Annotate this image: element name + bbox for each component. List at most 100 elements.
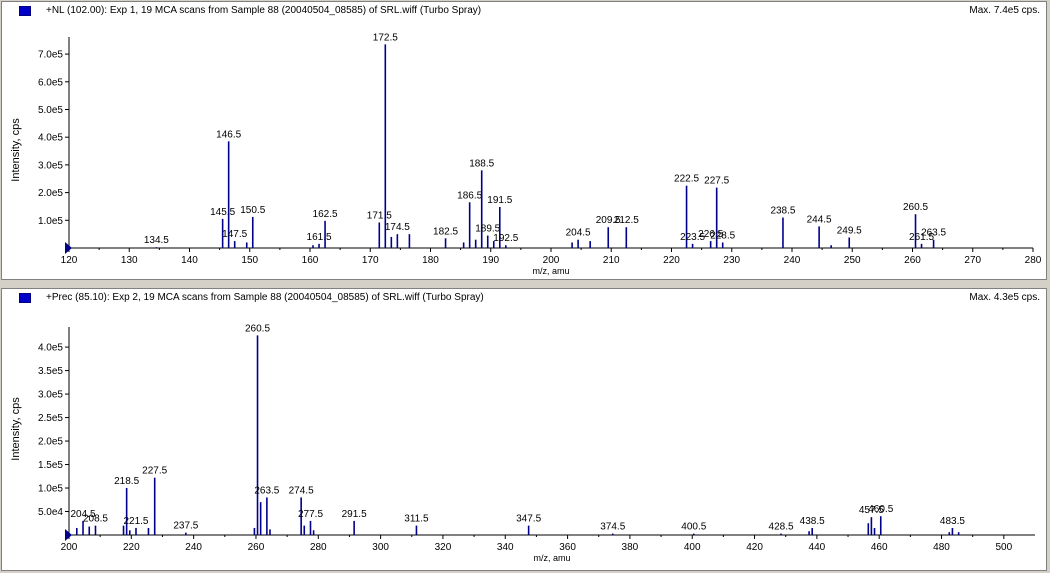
peak-label: 347.5 (516, 514, 541, 525)
peak-label: 150.5 (240, 205, 265, 216)
peak-label: 237.5 (173, 521, 198, 532)
y-tick-label: 3.0e5 (38, 160, 63, 171)
peak-label: 260.5 (903, 202, 928, 213)
peak-label: 249.5 (837, 225, 862, 236)
peak-label: 191.5 (487, 195, 512, 206)
x-axis-label: m/z, amu (532, 266, 569, 276)
peak-label: 134.5 (144, 235, 169, 246)
peak-label: 147.5 (222, 229, 247, 240)
x-tick-label: 170 (362, 255, 379, 266)
peak-label: 222.5 (674, 174, 699, 185)
peak-label: 192.5 (493, 233, 518, 244)
peak-label: 274.5 (289, 485, 314, 496)
y-tick-label: 2.0e5 (38, 437, 63, 448)
peak-label: 204.5 (566, 228, 591, 239)
x-tick-label: 360 (559, 542, 576, 553)
x-tick-label: 320 (435, 542, 452, 553)
x-tick-label: 280 (1025, 255, 1042, 266)
peak-label: 204.5 (71, 509, 96, 520)
peak-label: 311.5 (404, 514, 429, 525)
y-tick-label: 1.5e5 (38, 460, 63, 471)
peak-label: 221.5 (123, 516, 148, 527)
peak-label: 226.5 (698, 229, 723, 240)
peak-label: 260.5 (245, 323, 270, 334)
peak-label: 457.5 (859, 505, 884, 516)
peak-label: 227.5 (142, 466, 167, 477)
peak-label: 189.5 (475, 224, 500, 235)
y-tick-label: 7.0e5 (38, 50, 63, 61)
peak-label: 483.5 (940, 516, 965, 527)
x-tick-label: 500 (995, 542, 1012, 553)
max-intensity-label: Max. 7.4e5 cps. (969, 5, 1040, 16)
peak-label: 223.5 (680, 232, 705, 243)
x-tick-label: 460 (871, 542, 888, 553)
x-tick-label: 190 (482, 255, 499, 266)
peak-label: 188.5 (469, 158, 494, 169)
max-intensity-label: Max. 4.3e5 cps. (969, 292, 1040, 303)
x-tick-label: 140 (181, 255, 198, 266)
x-tick-label: 440 (809, 542, 826, 553)
baseline-marker (65, 242, 72, 254)
x-tick-label: 480 (933, 542, 950, 553)
x-tick-label: 270 (964, 255, 981, 266)
x-tick-label: 300 (372, 542, 389, 553)
peak-label: 374.5 (600, 522, 625, 533)
x-tick-label: 380 (622, 542, 639, 553)
y-tick-label: 1.0e5 (38, 484, 63, 495)
spectrum-plot-nl[interactable]: 120 130 140 150 160 170 180 190 200 210 220 230 240 2… (2, 2, 1046, 279)
x-axis-label: m/z, amu (533, 553, 570, 563)
peak-label: 162.5 (313, 209, 338, 220)
y-tick-label: 3.0e5 (38, 390, 63, 401)
peak-label: 186.5 (457, 190, 482, 201)
y-tick-label: 1.0e5 (38, 216, 63, 227)
peak-label: 263.5 (921, 228, 946, 239)
x-tick-label: 280 (310, 542, 327, 553)
x-tick-label: 200 (61, 542, 78, 553)
peak-label: 161.5 (307, 232, 332, 243)
x-tick-label: 220 (663, 255, 680, 266)
peak-label: 261.5 (909, 232, 934, 243)
peak-label: 428.5 (769, 522, 794, 533)
y-tick-label: 5.0e4 (38, 507, 63, 518)
peak-label: 228.5 (710, 230, 735, 241)
x-tick-label: 250 (844, 255, 861, 266)
peak-label: 438.5 (800, 516, 825, 527)
x-tick-label: 150 (241, 255, 258, 266)
y-tick-label: 5.0e5 (38, 105, 63, 116)
series-color-swatch (19, 293, 31, 303)
y-tick-label: 4.0e5 (38, 133, 63, 144)
x-tick-label: 400 (684, 542, 701, 553)
peak-label: 174.5 (385, 222, 410, 233)
peak-label: 460.5 (868, 504, 893, 515)
x-tick-label: 340 (497, 542, 514, 553)
peak-label: 227.5 (704, 176, 729, 187)
x-tick-label: 200 (543, 255, 560, 266)
peak-label: 172.5 (373, 32, 398, 43)
spectrum-panel-prec: +Prec (85.10): Exp 2, 19 MCA scans from … (1, 288, 1047, 571)
x-tick-label: 120 (61, 255, 78, 266)
y-axis-label: Intensity, cps (10, 397, 22, 461)
peak-label: 277.5 (298, 509, 323, 520)
y-tick-label: 2.0e5 (38, 188, 63, 199)
peak-label: 146.5 (216, 129, 241, 140)
chart-title: +Prec (85.10): Exp 2, 19 MCA scans from … (46, 292, 484, 303)
peak-label: 171.5 (367, 211, 392, 222)
x-tick-label: 260 (248, 542, 265, 553)
x-tick-label: 260 (904, 255, 921, 266)
x-tick-label: 130 (121, 255, 138, 266)
peak-label: 212.5 (614, 215, 639, 226)
x-tick-label: 210 (603, 255, 620, 266)
x-tick-label: 220 (123, 542, 140, 553)
y-tick-label: 3.5e5 (38, 366, 63, 377)
x-tick-label: 180 (422, 255, 439, 266)
peak-label: 209.5 (596, 215, 621, 226)
x-tick-label: 240 (185, 542, 202, 553)
y-axis-label: Intensity, cps (10, 118, 22, 182)
x-tick-label: 160 (302, 255, 319, 266)
y-tick-label: 2.5e5 (38, 413, 63, 424)
peak-label: 263.5 (254, 485, 279, 496)
baseline-marker (65, 529, 72, 541)
spectrum-plot-prec[interactable]: 200 220 240 260 280 300 320 340 360 380 400 420 440 4… (2, 289, 1046, 570)
series-color-swatch (19, 6, 31, 16)
peak-label: 145.5 (210, 207, 235, 218)
